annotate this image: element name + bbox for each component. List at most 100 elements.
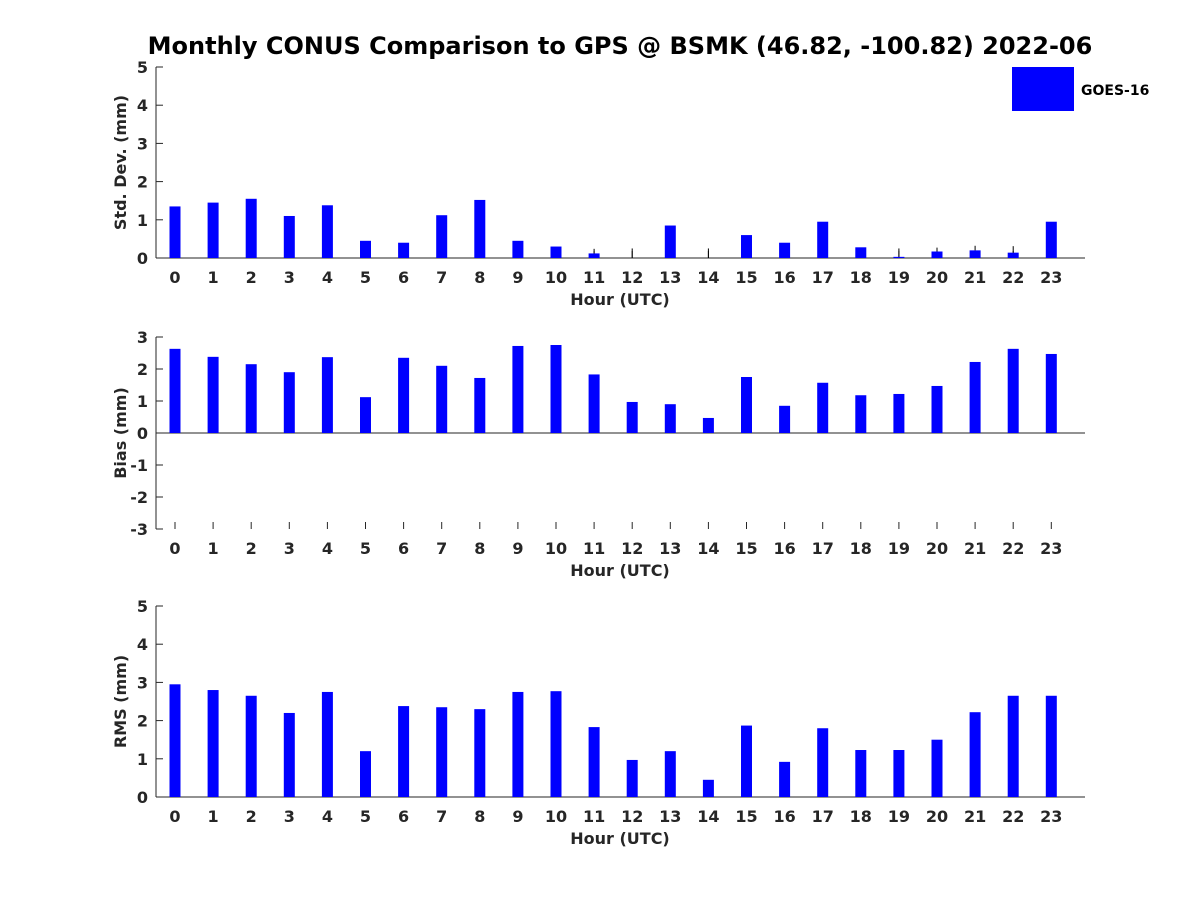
- x-tick-label: 19: [888, 807, 910, 826]
- x-tick-label: 22: [1002, 268, 1024, 287]
- bar-0: [169, 684, 181, 797]
- bar-23: [1045, 353, 1057, 433]
- y-tick-label: 4: [137, 635, 148, 654]
- bar-19: [893, 393, 905, 433]
- bar-15: [741, 725, 752, 797]
- bar-10: [550, 691, 562, 797]
- x-tick-label: 4: [322, 268, 333, 287]
- bar-20: [931, 251, 943, 258]
- bar-0: [169, 348, 181, 433]
- bar-15: [741, 235, 752, 258]
- x-tick-label: 16: [773, 539, 795, 558]
- bar-13: [664, 751, 676, 797]
- bar-9: [512, 691, 524, 797]
- bar-17: [817, 382, 829, 433]
- bar-17: [817, 221, 829, 258]
- bar-6: [398, 357, 410, 433]
- bar-8: [474, 377, 486, 433]
- y-tick-label: 2: [137, 360, 148, 379]
- x-tick-label: 12: [621, 268, 643, 287]
- y-tick-label: -2: [130, 488, 148, 507]
- x-axis-label: Hour (UTC): [570, 290, 670, 309]
- bar-10: [550, 246, 562, 258]
- bar-9: [512, 345, 524, 433]
- bar-5: [360, 751, 371, 797]
- bar-18: [855, 750, 867, 797]
- bar-4: [321, 205, 333, 258]
- bar-13: [664, 404, 676, 433]
- y-tick-label: 3: [137, 328, 148, 347]
- bar-18: [855, 395, 867, 433]
- x-tick-label: 21: [964, 807, 986, 826]
- bar-21: [969, 712, 981, 797]
- bar-8: [474, 199, 486, 258]
- x-tick-label: 1: [208, 268, 219, 287]
- x-tick-label: 5: [360, 268, 371, 287]
- bar-2: [245, 198, 257, 258]
- bar-19: [893, 256, 905, 258]
- x-tick-label: 16: [773, 268, 795, 287]
- y-axis-label: RMS (mm): [111, 655, 130, 748]
- y-tick-label: 1: [137, 211, 148, 230]
- bar-7: [436, 365, 448, 433]
- bar-3: [283, 372, 295, 433]
- y-tick-label: 2: [137, 173, 148, 192]
- bar-13: [664, 225, 676, 258]
- x-tick-label: 6: [398, 807, 409, 826]
- bar-21: [969, 361, 981, 433]
- x-tick-label: 6: [398, 268, 409, 287]
- x-tick-label: 9: [512, 807, 523, 826]
- x-tick-label: 2: [246, 539, 257, 558]
- y-tick-label: 3: [137, 673, 148, 692]
- legend-label: GOES-16: [1081, 83, 1149, 99]
- y-tick-label: 5: [137, 597, 148, 616]
- x-tick-label: 0: [169, 539, 180, 558]
- x-tick-label: 19: [888, 539, 910, 558]
- x-tick-label: 9: [512, 539, 523, 558]
- y-tick-label: 1: [137, 392, 148, 411]
- x-tick-label: 5: [360, 807, 371, 826]
- x-tick-label: 0: [169, 268, 180, 287]
- y-tick-label: 0: [137, 424, 148, 443]
- bar-1: [207, 202, 219, 258]
- x-tick-label: 12: [621, 539, 643, 558]
- x-tick-label: 11: [583, 539, 605, 558]
- x-tick-label: 8: [474, 807, 485, 826]
- bar-2: [245, 364, 257, 433]
- x-tick-label: 9: [512, 268, 523, 287]
- x-tick-label: 18: [850, 539, 872, 558]
- bar-22: [1007, 252, 1019, 258]
- x-tick-label: 13: [659, 807, 681, 826]
- bar-14: [702, 779, 714, 797]
- x-tick-label: 17: [812, 268, 834, 287]
- bar-18: [855, 247, 867, 258]
- bar-10: [550, 345, 562, 433]
- x-tick-label: 14: [697, 539, 719, 558]
- x-tick-label: 19: [888, 268, 910, 287]
- x-tick-label: 6: [398, 539, 409, 558]
- legend-swatch: [1012, 67, 1074, 111]
- x-tick-label: 0: [169, 807, 180, 826]
- bar-16: [779, 761, 791, 797]
- y-tick-label: 4: [137, 96, 148, 115]
- x-tick-label: 3: [284, 539, 295, 558]
- x-tick-label: 20: [926, 268, 948, 287]
- x-tick-label: 7: [436, 807, 447, 826]
- x-tick-label: 12: [621, 807, 643, 826]
- x-tick-label: 23: [1040, 807, 1062, 826]
- x-tick-label: 11: [583, 268, 605, 287]
- bar-14: [702, 417, 714, 433]
- bar-22: [1007, 695, 1019, 797]
- x-tick-label: 2: [246, 268, 257, 287]
- bar-19: [893, 750, 905, 797]
- x-tick-label: 20: [926, 807, 948, 826]
- chart-title: Monthly CONUS Comparison to GPS @ BSMK (…: [148, 32, 1093, 60]
- bar-16: [779, 405, 791, 433]
- x-tick-label: 17: [812, 807, 834, 826]
- x-axis-label: Hour (UTC): [570, 829, 670, 848]
- y-tick-label: -1: [130, 456, 148, 475]
- x-tick-label: 11: [583, 807, 605, 826]
